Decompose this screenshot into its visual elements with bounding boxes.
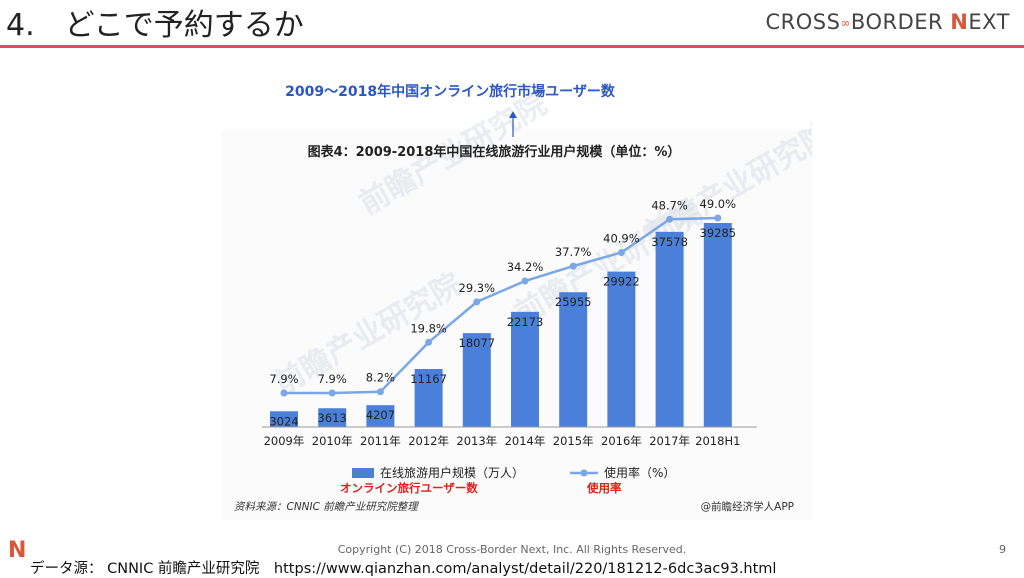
x-tick-label: 2009年 <box>264 434 305 448</box>
bar-value-label: 11167 <box>410 372 447 386</box>
line-point-3 <box>425 338 433 346</box>
bar-4 <box>462 333 491 427</box>
x-tick-label: 2018H1 <box>695 434 740 448</box>
line-point-2 <box>376 388 384 396</box>
chart-credit: @前瞻经济学人APP <box>701 500 794 513</box>
bar-5 <box>511 311 539 427</box>
line-value-label: 37.7% <box>555 245 592 259</box>
bar-2 <box>366 405 395 427</box>
line-point-1 <box>328 389 336 397</box>
bar-value-label: 3024 <box>269 414 298 428</box>
line-value-label: 40.9% <box>603 231 640 245</box>
line-value-label: 48.7% <box>651 198 688 212</box>
chart-jp-title: 2009〜2018年中国オンライン旅行市場ユーザー数 <box>285 83 616 100</box>
brand-mid: BORDER <box>850 10 951 34</box>
x-tick-label: 2012年 <box>408 434 449 448</box>
line-value-label: 29.3% <box>459 281 496 295</box>
x-tick-label: 2014年 <box>505 434 546 448</box>
copyright: Copyright (C) 2018 Cross-Border Next, In… <box>337 543 687 556</box>
legend-jp-line: 使用率 <box>586 481 622 495</box>
chart-title: 图表4：2009-2018年中国在线旅游行业用户规模（单位：%） <box>308 144 681 160</box>
bar-9 <box>703 223 732 427</box>
bar-value-label: 25955 <box>555 295 592 309</box>
brand-right: EXT <box>968 10 1010 34</box>
legend-line-label: 使用率（%） <box>604 465 675 480</box>
bar-8 <box>655 231 684 427</box>
line-point-4 <box>473 298 481 306</box>
slide-title: 4. どこで予約するか <box>6 8 304 43</box>
bar-series <box>270 223 732 427</box>
line-point-5 <box>521 277 529 285</box>
header-divider <box>0 45 1024 48</box>
line-value-label: 7.9% <box>318 372 347 386</box>
legend-line-marker <box>580 469 588 477</box>
legend-bar-swatch <box>352 468 374 478</box>
brand-infinity-icon: ∞ <box>840 16 851 30</box>
chart-source-note: 资料来源：CNNIC 前瞻产业研究院整理 <box>234 501 419 513</box>
x-tick-label: 2016年 <box>601 434 642 448</box>
brand-logo: CROSS∞BORDER NEXT <box>765 10 1010 34</box>
bar-0 <box>270 411 298 427</box>
bar-value-label: 3613 <box>318 411 347 425</box>
x-tick-label: 2010年 <box>312 434 353 448</box>
bar-value-label: 22173 <box>507 315 544 329</box>
brand-left: CROSS <box>765 10 841 34</box>
line-value-label: 7.9% <box>269 372 298 386</box>
line-labels: 7.9% 7.9% 8.2% 19.8% 29.3% 34.2% 37.7% 40.9% 48.… <box>269 197 736 386</box>
legend-bar-label: 在线旅游用户规模（万人） <box>380 465 524 480</box>
bar-value-label: 39285 <box>700 226 737 240</box>
bar-1 <box>318 408 347 427</box>
bar-7 <box>607 271 636 427</box>
page-number: 9 <box>999 543 1006 556</box>
line-value-label: 8.2% <box>366 371 395 385</box>
line-value-label: 34.2% <box>507 260 544 274</box>
bar-value-label: 4207 <box>366 408 395 422</box>
x-tick-label: 2013年 <box>456 434 497 448</box>
bar-labels: 3024 3613 4207 11167 18077 22173 25955 29922 375… <box>269 226 736 428</box>
chart-figure: 前瞻产业研究院 前瞻产业研究院 前瞻产业研究院 前瞻产业研究院 2009〜2018年中… <box>222 75 812 520</box>
bar-3 <box>414 369 443 427</box>
legend-jp-bar: オンライン旅行ユーザー数 <box>340 481 478 495</box>
x-tick-label: 2011年 <box>360 434 401 448</box>
line-point-6 <box>569 262 577 270</box>
usage-rate-line <box>284 216 718 395</box>
x-tick-label: 2015年 <box>553 434 594 448</box>
x-tick-label: 2017年 <box>649 434 690 448</box>
brand-n: N <box>950 10 969 34</box>
line-value-label: 49.0% <box>700 197 737 211</box>
line-point-9 <box>714 214 722 222</box>
bar-value-label: 18077 <box>459 336 496 350</box>
line-point-8 <box>666 215 674 223</box>
x-axis-ticks: 2009年 2010年 2011年 2012年 2013年 2014年 2015年 2016年… <box>264 434 741 448</box>
bar-value-label: 37578 <box>651 235 688 249</box>
data-source: データ源： CNNIC 前瞻产业研究院 https://www.qianzhan… <box>30 561 777 577</box>
line-point-7 <box>617 248 625 256</box>
bar-6 <box>559 292 588 427</box>
bar-value-label: 29922 <box>603 275 640 289</box>
line-series <box>280 214 722 397</box>
line-point-0 <box>280 389 288 397</box>
line-value-label: 19.8% <box>410 321 447 335</box>
footer-logo: N <box>8 538 27 563</box>
title-arrow-head-icon <box>509 111 517 118</box>
